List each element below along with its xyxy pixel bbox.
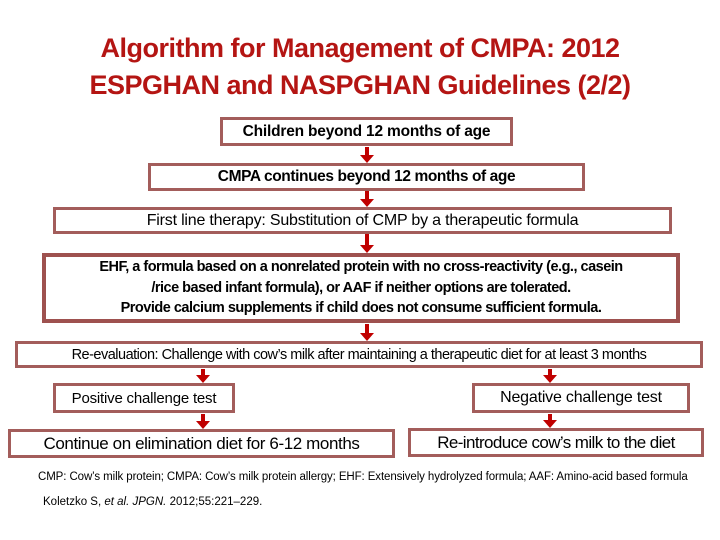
flow-box-positive-test: Positive challenge test xyxy=(53,383,235,413)
slide-title-line1: Algorithm for Management of CMPA: 2012 xyxy=(100,33,620,63)
reference-citation: Koletzko S, et al. JPGN. 2012;55:221–229… xyxy=(43,496,262,508)
ehf-line-3: Provide calcium supplements if child doe… xyxy=(120,300,602,317)
flow-box-reevaluation: Re-evaluation: Challenge with cow’s milk… xyxy=(15,341,703,368)
flow-box-reevaluation-label: Re-evaluation: Challenge with cow’s milk… xyxy=(71,346,647,363)
down-arrow-icon xyxy=(543,414,557,428)
flow-box-positive-test-label: Positive challenge test xyxy=(71,389,217,407)
citation-ref: 2012;55:221–229. xyxy=(169,496,263,508)
flow-box-children: Children beyond 12 months of age xyxy=(220,117,513,146)
down-arrow-icon xyxy=(196,369,210,383)
flow-box-cmpa-continues: CMPA continues beyond 12 months of age xyxy=(148,163,585,191)
down-arrow-icon xyxy=(196,414,210,429)
flow-box-reintroduce-milk-label: Re-introduce cow’s milk to the diet xyxy=(437,432,675,452)
down-arrow-icon xyxy=(360,234,374,253)
flow-box-reintroduce-milk: Re-introduce cow’s milk to the diet xyxy=(408,428,704,457)
citation-journal: JPGN. xyxy=(132,496,170,508)
flow-box-cmpa-continues-label: CMPA continues beyond 12 months of age xyxy=(217,168,516,185)
flow-box-first-line-therapy-label: First line therapy: Substitution of CMP … xyxy=(146,211,579,229)
ehf-line-1: EHF, a formula based on a nonrelated pro… xyxy=(99,259,623,276)
ehf-line-2: /rice based infant formula), or AAF if n… xyxy=(151,279,571,296)
down-arrow-icon xyxy=(360,191,374,207)
flow-box-continue-elimination-label: Continue on elimination diet for 6-12 mo… xyxy=(43,433,360,453)
flow-box-first-line-therapy: First line therapy: Substitution of CMP … xyxy=(53,207,672,234)
flow-box-continue-elimination: Continue on elimination diet for 6-12 mo… xyxy=(8,429,395,458)
citation-etal: et al. xyxy=(104,496,133,508)
down-arrow-icon xyxy=(543,369,557,383)
flow-box-children-label: Children beyond 12 months of age xyxy=(242,122,491,140)
abbreviations-footnote: CMP: Cow’s milk protein; CMPA: Cow’s mil… xyxy=(38,471,688,483)
down-arrow-icon xyxy=(360,147,374,163)
flow-box-negative-test: Negative challenge test xyxy=(472,383,690,413)
slide-title: Algorithm for Management of CMPA: 2012 E… xyxy=(0,30,720,104)
flow-box-negative-test-label: Negative challenge test xyxy=(500,389,662,406)
citation-authors: Koletzko S, xyxy=(43,496,105,508)
flow-box-ehf-recommendation: EHF, a formula based on a nonrelated pro… xyxy=(42,253,680,323)
down-arrow-icon xyxy=(360,324,374,341)
slide-title-line2: ESPGHAN and NASPGHAN Guidelines (2/2) xyxy=(89,70,631,100)
